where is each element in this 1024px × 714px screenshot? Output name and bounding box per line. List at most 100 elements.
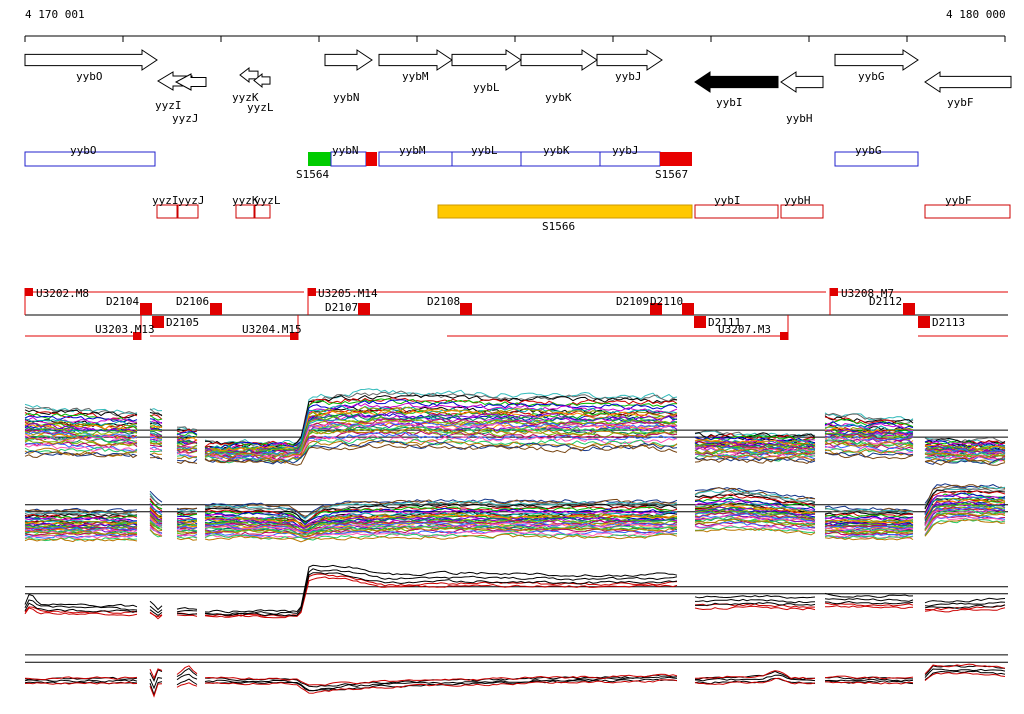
signal-line	[824, 428, 914, 436]
signal-line	[176, 428, 198, 434]
gene-arrow-yybH[interactable]	[780, 71, 824, 93]
segment-box-S1566[interactable]	[437, 204, 693, 219]
marker-label-U3204.M15: U3204.M15	[242, 323, 302, 336]
signal-line	[149, 505, 163, 516]
signal-line	[824, 412, 914, 422]
segment-box-yybN-end[interactable]	[366, 152, 377, 166]
segment-label-yybL: yybL	[471, 144, 498, 157]
segment-box-yybG[interactable]	[834, 151, 919, 167]
signal-line	[924, 509, 1006, 531]
signal-line	[694, 602, 816, 606]
signal-line	[24, 515, 138, 521]
signal-line	[149, 450, 163, 453]
signal-line	[924, 441, 1006, 448]
signal-line	[176, 537, 198, 541]
gene-arrow-yybO[interactable]	[24, 49, 158, 71]
signal-line	[149, 515, 163, 525]
segment-box-S1564[interactable]	[308, 152, 331, 166]
signal-line	[149, 495, 163, 506]
signal-line	[204, 413, 678, 455]
segment-box-yyzJ[interactable]	[177, 204, 199, 219]
segment-box-yybF[interactable]	[924, 204, 1011, 219]
signal-line	[924, 455, 1006, 462]
marker-label-U3208.M7: U3208.M7	[841, 287, 894, 300]
gene-arrow-yybF[interactable]	[924, 71, 1012, 93]
segment-label-yyzI: yyzI	[152, 194, 179, 207]
signal-line	[204, 398, 678, 450]
signal-line	[694, 493, 816, 507]
marker-D2109[interactable]	[650, 303, 662, 315]
signal-line	[149, 452, 163, 456]
signal-line	[24, 412, 138, 423]
gene-arrow-yybL[interactable]	[451, 49, 522, 71]
marker-D2108[interactable]	[460, 303, 472, 315]
gene-arrow-yybM[interactable]	[378, 49, 453, 71]
signal-line	[204, 526, 678, 538]
segment-label-yybJ: yybJ	[612, 144, 639, 157]
signal-line	[694, 677, 816, 685]
signal-line	[824, 423, 914, 434]
signal-line	[824, 433, 914, 443]
segment-box-S1567[interactable]	[660, 152, 692, 166]
segment-box-yyzL[interactable]	[254, 204, 271, 219]
signal-line	[204, 673, 678, 686]
marker-U3202.M8[interactable]	[25, 288, 33, 296]
marker-U3207.M3[interactable]	[780, 332, 788, 340]
signal-line	[176, 531, 198, 537]
segment-box-yybI[interactable]	[694, 204, 779, 219]
marker-label-D2106: D2106	[176, 295, 210, 308]
signal-line	[694, 496, 816, 508]
gene-arrow-yyzL[interactable]	[253, 72, 271, 89]
marker-U3205.M14[interactable]	[308, 288, 316, 296]
marker-U3204.M15[interactable]	[290, 332, 298, 340]
signal-line	[149, 683, 163, 698]
gene-arrow-yybN[interactable]	[324, 49, 373, 71]
signal-line	[24, 519, 138, 525]
signal-line	[204, 573, 678, 617]
marker-D2106[interactable]	[210, 303, 222, 315]
marker-D2105[interactable]	[152, 316, 164, 328]
signal-line	[176, 614, 198, 617]
signal-line	[824, 675, 914, 680]
marker-D2110[interactable]	[682, 303, 694, 315]
signal-line	[149, 523, 163, 532]
signal-line	[824, 513, 914, 519]
coordinate-right: 4 180 000	[946, 8, 1006, 21]
marker-U3203.M13[interactable]	[133, 332, 141, 340]
gene-arrow-yybI[interactable]	[694, 71, 779, 93]
gene-arrow-yybK[interactable]	[520, 49, 598, 71]
signal-line	[924, 668, 1006, 678]
segment-box-yyzK[interactable]	[235, 204, 255, 219]
signal-line	[694, 526, 816, 534]
signal-line	[176, 612, 197, 616]
segment-box-yybH[interactable]	[780, 204, 824, 219]
signal-line	[176, 426, 198, 432]
gene-label-yybI: yybI	[716, 96, 743, 109]
marker-D2112[interactable]	[903, 303, 915, 315]
signal-line	[924, 670, 1006, 681]
signal-line	[204, 529, 678, 539]
signal-line	[824, 536, 914, 541]
signal-line	[149, 521, 163, 530]
signal-line	[924, 458, 1006, 465]
marker-D2111[interactable]	[694, 316, 706, 328]
signal-line	[824, 427, 914, 436]
segment-box-yyzI[interactable]	[156, 204, 178, 219]
signal-line	[176, 609, 198, 613]
marker-D2113[interactable]	[918, 316, 930, 328]
signal-line	[824, 432, 914, 441]
signal-line	[176, 530, 198, 535]
signal-line	[24, 451, 138, 459]
signal-line	[149, 600, 163, 611]
gene-arrow-yyzJ[interactable]	[174, 73, 207, 91]
signal-line	[149, 430, 163, 436]
segment-box-yybO[interactable]	[24, 151, 156, 167]
marker-D2104[interactable]	[140, 303, 152, 315]
signal-line	[24, 426, 138, 435]
marker-U3208.M7[interactable]	[830, 288, 838, 296]
gene-arrow-yybG[interactable]	[834, 49, 919, 71]
signal-line	[824, 592, 914, 598]
marker-label-D2113: D2113	[932, 316, 966, 329]
gene-arrow-yybJ[interactable]	[596, 49, 663, 71]
marker-D2107[interactable]	[358, 303, 370, 315]
